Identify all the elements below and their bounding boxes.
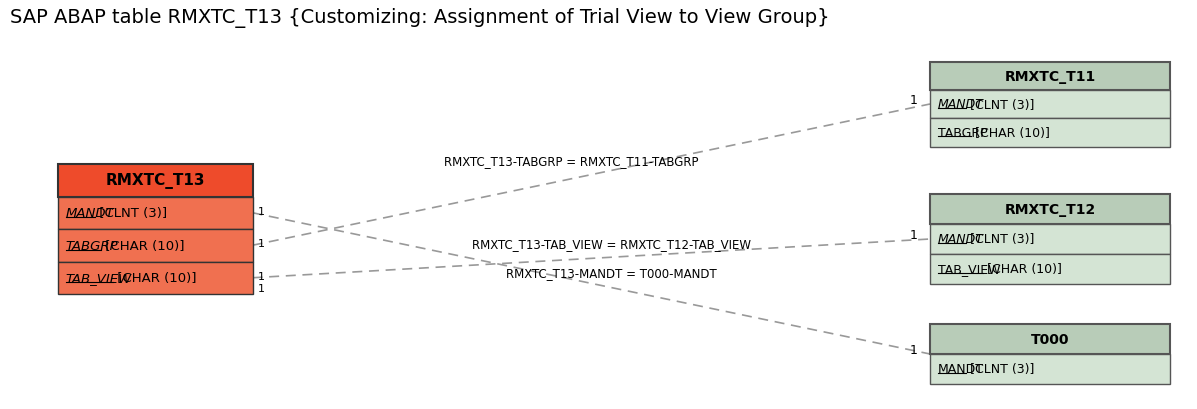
- Text: [CHAR (10)]: [CHAR (10)]: [983, 263, 1062, 276]
- Text: TAB_VIEW: TAB_VIEW: [938, 263, 1001, 276]
- Text: [CHAR (10)]: [CHAR (10)]: [101, 239, 184, 252]
- Bar: [930, 225, 1169, 254]
- Text: RMXTC_T13-TABGRP = RMXTC_T11-TABGRP: RMXTC_T13-TABGRP = RMXTC_T11-TABGRP: [444, 154, 699, 167]
- Text: MANDT: MANDT: [938, 98, 984, 111]
- Bar: [930, 91, 1169, 119]
- Text: MANDT: MANDT: [938, 363, 984, 375]
- Text: T000: T000: [1031, 332, 1069, 346]
- Text: MANDT: MANDT: [66, 207, 114, 220]
- Text: 1: 1: [910, 94, 918, 107]
- Text: [CLNT (3)]: [CLNT (3)]: [966, 363, 1034, 375]
- Text: MANDT: MANDT: [938, 233, 984, 246]
- Text: TAB_VIEW: TAB_VIEW: [66, 272, 132, 285]
- Text: 1: 1: [257, 283, 265, 293]
- Bar: [930, 354, 1169, 384]
- Text: TABGRP: TABGRP: [938, 126, 988, 139]
- Text: [CHAR (10)]: [CHAR (10)]: [972, 126, 1050, 139]
- Text: 1: 1: [257, 206, 265, 216]
- Text: RMXTC_T12: RMXTC_T12: [1004, 202, 1095, 216]
- Text: RMXTC_T13-TAB_VIEW = RMXTC_T12-TAB_VIEW: RMXTC_T13-TAB_VIEW = RMXTC_T12-TAB_VIEW: [472, 238, 751, 251]
- Text: SAP ABAP table RMXTC_T13 {Customizing: Assignment of Trial View to View Group}: SAP ABAP table RMXTC_T13 {Customizing: A…: [10, 8, 830, 28]
- Text: 1: 1: [910, 344, 918, 357]
- Bar: [57, 164, 253, 197]
- Text: [CHAR (10)]: [CHAR (10)]: [113, 272, 196, 285]
- Bar: [930, 119, 1169, 147]
- Text: RMXTC_T13-MANDT = T000-MANDT: RMXTC_T13-MANDT = T000-MANDT: [506, 267, 717, 280]
- Bar: [930, 324, 1169, 354]
- Text: RMXTC_T13: RMXTC_T13: [105, 173, 205, 189]
- Text: [CLNT (3)]: [CLNT (3)]: [966, 98, 1034, 111]
- Text: [CLNT (3)]: [CLNT (3)]: [95, 207, 168, 220]
- Bar: [57, 262, 253, 294]
- Bar: [930, 195, 1169, 225]
- Bar: [930, 254, 1169, 284]
- Text: 1: 1: [257, 239, 265, 249]
- Bar: [57, 197, 253, 229]
- Text: TABGRP: TABGRP: [66, 239, 119, 252]
- Text: 1: 1: [910, 229, 918, 242]
- Bar: [930, 62, 1169, 91]
- Text: 1: 1: [257, 271, 265, 281]
- Text: RMXTC_T11: RMXTC_T11: [1004, 70, 1095, 83]
- Bar: [57, 229, 253, 262]
- Text: [CLNT (3)]: [CLNT (3)]: [966, 233, 1034, 246]
